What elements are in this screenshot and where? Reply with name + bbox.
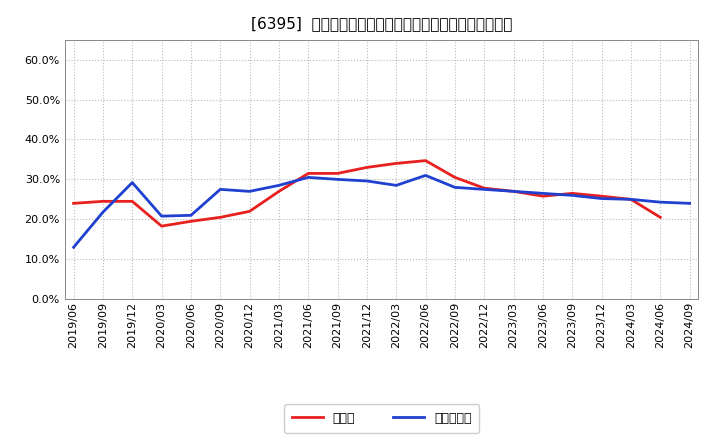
現領金	[509, 189, 518, 194]
現領金	[216, 215, 225, 220]
現領金	[99, 199, 107, 204]
現領金	[186, 219, 195, 224]
有利子負債	[539, 191, 547, 196]
有利子負債	[304, 175, 312, 180]
Title: [6395]  現領金、有利子負債の総資産に対する比率の推移: [6395] 現領金、有利子負債の総資産に対する比率の推移	[251, 16, 513, 32]
有利子負債	[157, 213, 166, 219]
現領金	[392, 161, 400, 166]
有利子負債	[451, 185, 459, 190]
現領金	[128, 199, 137, 204]
現領金	[246, 209, 254, 214]
有利子負債	[626, 197, 635, 202]
有利子負債	[274, 183, 283, 188]
有利子負債	[363, 178, 372, 183]
有利子負債	[128, 180, 137, 185]
有利子負債	[568, 193, 577, 198]
Line: 有利子負債: 有利子負債	[73, 176, 690, 247]
有利子負債	[246, 189, 254, 194]
有利子負債	[421, 173, 430, 178]
現領金	[480, 186, 489, 191]
有利子負債	[685, 201, 694, 206]
現領金	[451, 175, 459, 180]
現領金	[539, 194, 547, 199]
現領金	[333, 171, 342, 176]
有利子負債	[216, 187, 225, 192]
現領金	[626, 197, 635, 202]
有利子負債	[480, 187, 489, 192]
有利子負債	[598, 196, 606, 201]
現領金	[568, 191, 577, 196]
Line: 現領金: 現領金	[73, 161, 660, 226]
有利子負債	[392, 183, 400, 188]
現領金	[421, 158, 430, 163]
現領金	[69, 201, 78, 206]
現領金	[363, 165, 372, 170]
現領金	[656, 215, 665, 220]
有利子負債	[333, 177, 342, 182]
有利子負債	[99, 209, 107, 215]
有利子負債	[509, 189, 518, 194]
有利子負債	[69, 245, 78, 250]
有利子負債	[186, 213, 195, 218]
現領金	[304, 171, 312, 176]
Legend: 現領金, 有利子負債: 現領金, 有利子負債	[284, 404, 479, 433]
現領金	[157, 224, 166, 229]
有利子負債	[656, 199, 665, 205]
現領金	[598, 194, 606, 199]
現領金	[274, 189, 283, 194]
